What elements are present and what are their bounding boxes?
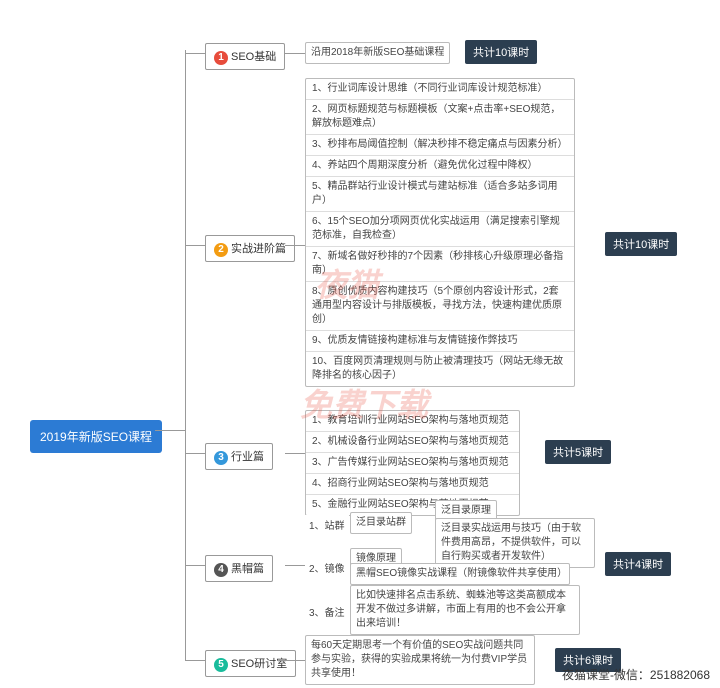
list-item: 4、招商行业网站SEO架构与落地页规范 xyxy=(306,474,519,495)
section-node: 2实战进阶篇 xyxy=(205,235,295,262)
root-node: 2019年新版SEO课程 xyxy=(30,420,162,453)
section-num: 3 xyxy=(214,451,228,465)
connector xyxy=(185,453,205,454)
list-item: 1、教育培训行业网站SEO架构与落地页规范 xyxy=(306,411,519,432)
list-item: 9、优质友情链接构建标准与友情链接作弊技巧 xyxy=(306,331,574,352)
list-item: 2、机械设备行业网站SEO架构与落地页规范 xyxy=(306,432,519,453)
connector xyxy=(185,660,205,661)
seo-basic-detail: 沿用2018年新版SEO基础课程 xyxy=(305,42,450,64)
connector xyxy=(285,453,305,454)
connector xyxy=(285,53,305,54)
list-item: 1、行业词库设计思维（不同行业词库设计规范标准） xyxy=(306,79,574,100)
footer-text: 夜猫课堂-微信：251882068 xyxy=(562,666,710,683)
connector xyxy=(285,660,305,661)
connector xyxy=(285,565,305,566)
section-node: 3行业篇 xyxy=(205,443,273,470)
list-item: 2、网页标题规范与标题模板（文案+点击率+SEO规范，解放标题难点） xyxy=(306,100,574,135)
section-label: 实战进阶篇 xyxy=(231,243,286,255)
blackhat-item: 3、备注 xyxy=(305,602,349,621)
blackhat-detail: 黑帽SEO镜像实战课程（附镜像软件共享使用） xyxy=(350,563,570,585)
section-num: 4 xyxy=(214,563,228,577)
lesson-badge: 共计10课时 xyxy=(605,232,677,256)
connector xyxy=(185,565,205,566)
section-node: 1SEO基础 xyxy=(205,43,285,70)
section-node: 4黑帽篇 xyxy=(205,555,273,582)
connector xyxy=(185,53,205,54)
section-label: 黑帽篇 xyxy=(231,563,264,575)
section-num: 2 xyxy=(214,243,228,257)
list-item: 7、新域名做好秒排的7个因素（秒排核心升级原理必备指南） xyxy=(306,247,574,282)
advanced-list: 1、行业词库设计思维（不同行业词库设计规范标准）2、网页标题规范与标题模板（文案… xyxy=(305,78,575,387)
blackhat-detail: 泛目录实战运用与技巧（由于软件费用高昂，不提供软件，可以自行购买或者开发软件） xyxy=(435,518,595,568)
list-item: 5、精品群站行业设计模式与建站标准（适合多站多词用户） xyxy=(306,177,574,212)
list-item: 3、秒排布局阈值控制（解决秒排不稳定痛点与因素分析） xyxy=(306,135,574,156)
section-label: SEO基础 xyxy=(231,51,276,63)
blackhat-item: 2、镜像 xyxy=(305,558,349,577)
blackhat-item: 1、站群 xyxy=(305,515,349,534)
connector xyxy=(285,245,305,246)
section-num: 5 xyxy=(214,658,228,672)
list-item: 10、百度网页清理规则与防止被清理技巧（网站无缘无故降排名的核心因子） xyxy=(306,352,574,386)
lesson-badge: 共计10课时 xyxy=(465,40,537,64)
section-label: SEO研讨室 xyxy=(231,658,287,670)
blackhat-detail: 比如快速排名点击系统、蜘蛛池等这类高额成本开发不做过多讲解，市面上有用的也不会公… xyxy=(350,585,580,635)
seminar-detail: 每60天定期思考一个有价值的SEO实战问题共同参与实验，获得的实验成果将统一为付… xyxy=(305,635,535,685)
list-item: 6、15个SEO加分项网页优化实战运用（满足搜索引擎规范标准，自我检查） xyxy=(306,212,574,247)
list-item: 8、原创优质内容构建技巧（5个原创内容设计形式，2套通用型内容设计与排版模板，寻… xyxy=(306,282,574,331)
lesson-badge: 共计5课时 xyxy=(545,440,611,464)
connector xyxy=(185,245,205,246)
section-node: 5SEO研讨室 xyxy=(205,650,296,677)
blackhat-detail: 泛目录站群 xyxy=(350,512,412,534)
lesson-badge: 共计4课时 xyxy=(605,552,671,576)
spine xyxy=(185,50,186,660)
section-num: 1 xyxy=(214,51,228,65)
list-item: 3、广告传媒行业网站SEO架构与落地页规范 xyxy=(306,453,519,474)
connector xyxy=(155,430,185,431)
list-item: 4、养站四个周期深度分析（避免优化过程中降权） xyxy=(306,156,574,177)
section-label: 行业篇 xyxy=(231,451,264,463)
